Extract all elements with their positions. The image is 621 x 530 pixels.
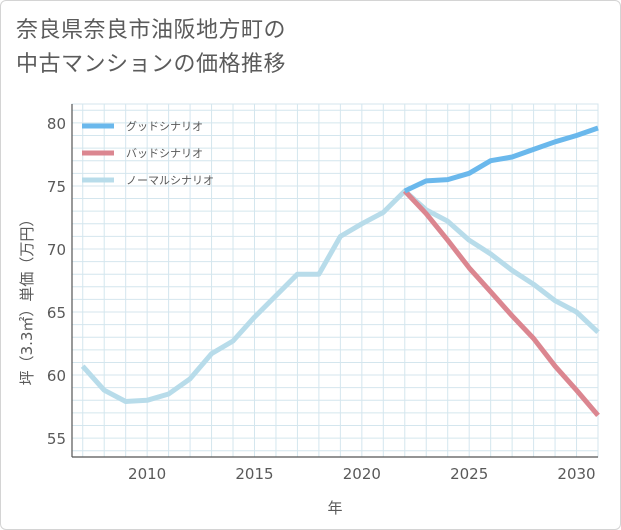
x-tick-label: 2015 [235,465,273,483]
x-axis-label: 年 [327,499,342,517]
series-line-normal [80,188,600,404]
legend-label-bad: バッドシナリオ [126,147,203,160]
axis-labels: 年 坪（3.3㎡）単価（万円） [18,212,343,517]
series-line-bad [402,189,600,418]
y-axis-label: 坪（3.3㎡）単価（万円） [18,212,36,386]
x-tick-label: 2010 [128,465,166,483]
series-lines [80,125,600,418]
y-tick-label: 75 [47,178,66,196]
y-tick-label: 65 [47,304,66,322]
series-line-good [403,125,599,194]
x-tick-label: 2025 [450,465,488,483]
y-tick-label: 55 [47,430,66,448]
chart-title: 奈良県奈良市油阪地方町の 中古マンションの価格推移 [16,14,286,82]
y-tick-label: 60 [47,367,66,385]
y-tick-label: 80 [47,115,66,133]
x-tick-label: 2030 [557,465,595,483]
chart-title-line-2: 中古マンションの価格推移 [16,52,287,77]
x-tick-label: 2020 [343,465,381,483]
legend-label-normal: ノーマルシナリオ [126,174,214,187]
grid-lines [71,103,599,458]
chart-title-line-1: 奈良県奈良市油阪地方町の [16,18,287,43]
legend-label-good: グッドシナリオ [126,119,203,133]
y-tick-label: 70 [47,241,66,259]
axes: 2010 2015 2020 2025 2030 55 60 65 70 75 80 [47,104,598,483]
